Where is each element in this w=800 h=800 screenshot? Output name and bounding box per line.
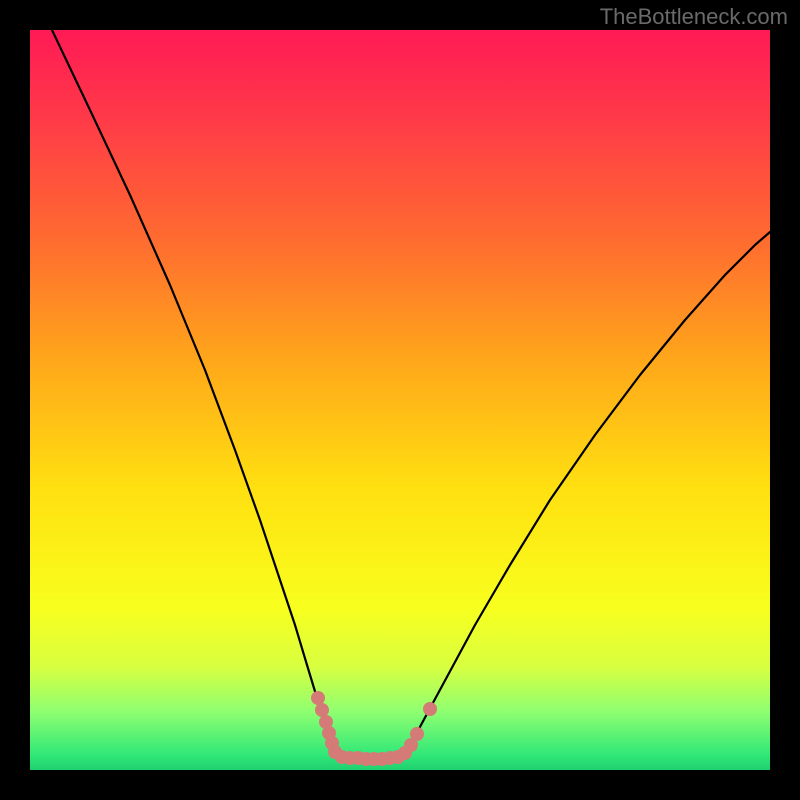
marker-dot bbox=[311, 691, 325, 705]
marker-dot bbox=[315, 703, 329, 717]
watermark-text: TheBottleneck.com bbox=[600, 4, 788, 30]
chart-container: TheBottleneck.com bbox=[0, 0, 800, 800]
plot-area bbox=[30, 30, 770, 770]
gradient-background bbox=[30, 30, 770, 770]
plot-svg bbox=[30, 30, 770, 770]
marker-dot bbox=[423, 702, 437, 716]
marker-dot bbox=[410, 727, 424, 741]
